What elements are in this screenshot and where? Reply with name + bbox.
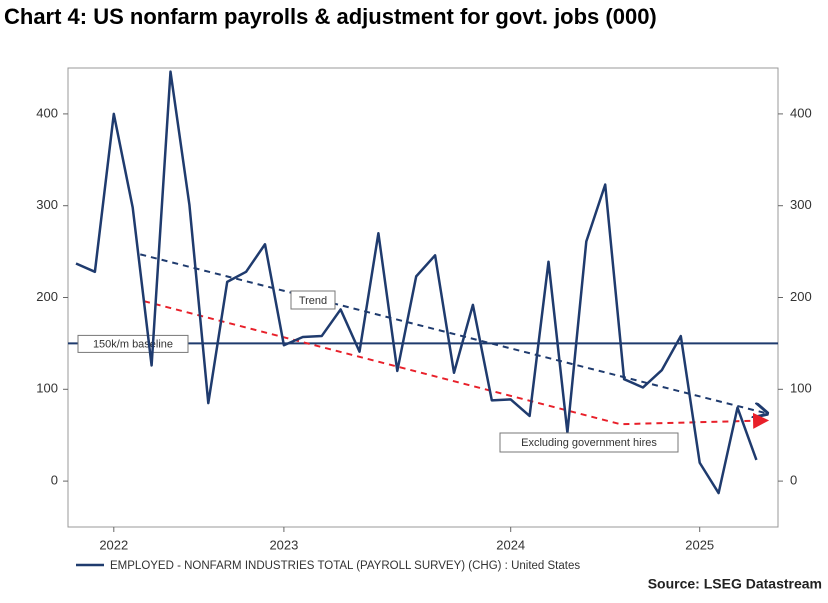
baseline-label: 150k/m baseline — [93, 338, 173, 350]
trend-line — [143, 300, 770, 429]
series-line — [75, 70, 758, 495]
y2-tick-label: 400 — [790, 105, 812, 120]
legend-label: EMPLOYED - NONFARM INDUSTRIES TOTAL (PAY… — [110, 560, 580, 572]
trend-line — [140, 253, 766, 413]
chart-title: Chart 4: US nonfarm payrolls & adjustmen… — [4, 4, 657, 29]
excl-label: Excluding government hires — [521, 437, 657, 449]
y2-tick-label: 0 — [790, 473, 797, 488]
baseline-label-box — [77, 334, 189, 353]
source: Source: LSEG Datastream — [648, 576, 822, 592]
x-tick-label: 2023 — [269, 537, 298, 552]
plot-frame — [67, 67, 779, 528]
trend-label: Trend — [299, 295, 327, 307]
y-tick-label: 0 — [51, 473, 58, 488]
trend-label-box — [290, 290, 336, 310]
y-tick-label: 300 — [36, 197, 58, 212]
excl-label-box — [499, 432, 679, 453]
y2-tick-label: 300 — [790, 197, 812, 212]
x-tick-label: 2024 — [496, 537, 525, 552]
x-tick-label: 2025 — [685, 537, 714, 552]
y2-tick-label: 200 — [790, 289, 812, 304]
y2-tick-label: 100 — [790, 381, 812, 396]
y-tick-label: 100 — [36, 381, 58, 396]
y-tick-label: 400 — [36, 105, 58, 120]
x-tick-label: 2022 — [99, 537, 128, 552]
y-tick-label: 200 — [36, 289, 58, 304]
